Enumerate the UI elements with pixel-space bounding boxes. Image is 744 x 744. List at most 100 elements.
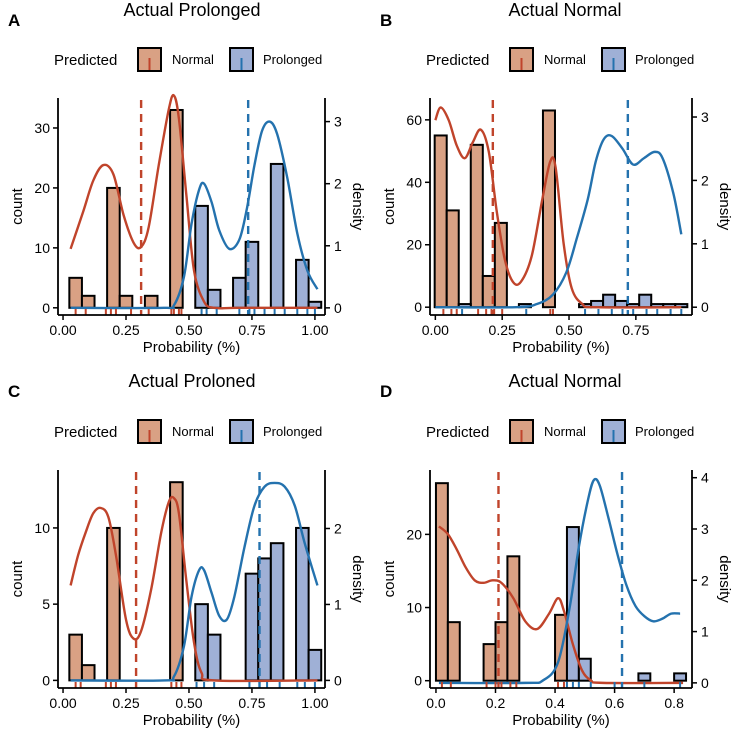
x-tick-label: 0.75	[622, 322, 649, 338]
bar-normal	[68, 633, 83, 682]
y2-tick-label: 2	[334, 176, 342, 192]
y-axis-label: count	[381, 560, 398, 598]
y2-tick-label: 3	[701, 521, 709, 537]
x-tick-label: 1.00	[301, 695, 328, 711]
density-curve-prolonged	[435, 134, 683, 309]
density-curve-normal	[438, 525, 684, 685]
panel-b: B Actual Normal Predicted Normal Prolonged 0.…	[380, 0, 733, 356]
legend-key-prolonged	[601, 419, 626, 444]
y2-tick-label: 3	[334, 114, 342, 130]
x-axis-label: Probability (%)	[512, 339, 610, 356]
y2-tick-label: 1	[701, 236, 709, 252]
y2-tick-label: 2	[701, 572, 709, 588]
bar-normal	[506, 555, 521, 682]
x-tick-label: 0.2	[486, 695, 506, 711]
bar-normal	[469, 143, 484, 309]
legend-label-prolonged: Prolonged	[263, 52, 322, 67]
y-tick-label: 10	[34, 520, 50, 536]
bar-prolonged	[206, 288, 222, 309]
legend-key-prolonged	[229, 419, 254, 444]
bar-prolonged	[565, 526, 580, 682]
chart-title: Actual Proloned	[128, 371, 255, 391]
y-axis-label: count	[381, 187, 398, 225]
y2-tick-label: 1	[334, 596, 342, 612]
legend-label-normal: Normal	[172, 52, 214, 67]
x-tick-label: 0.75	[238, 322, 265, 338]
x-axis-label: Probability (%)	[143, 339, 241, 356]
bar-prolonged	[232, 276, 247, 309]
x-tick-label: 0.25	[112, 322, 139, 338]
legend-title: Predicted	[54, 52, 117, 69]
chart-title: Actual Normal	[508, 371, 621, 391]
density-curve-normal	[434, 106, 682, 309]
panel-letter: A	[8, 11, 20, 30]
bar-normal	[433, 134, 448, 309]
y-tick-label: 40	[406, 174, 422, 190]
density-curve-prolonged	[438, 477, 681, 685]
y-tick-label: 0	[42, 672, 50, 688]
x-tick-label: 0.50	[175, 322, 202, 338]
bar-normal	[106, 526, 121, 682]
bar-prolonged	[307, 648, 323, 682]
panel-letter: C	[8, 382, 20, 401]
legend: Predicted Normal Prolonged	[426, 419, 694, 444]
legend-label-normal: Normal	[172, 424, 214, 439]
x-tick-label: 0.00	[49, 695, 76, 711]
x-tick-label: 0.4	[545, 695, 565, 711]
y2-tick-label: 4	[701, 470, 709, 486]
x-tick-label: 0.8	[664, 695, 684, 711]
bar-prolonged	[602, 293, 617, 309]
x-tick-label: 0.25	[112, 695, 139, 711]
panel-d: D Actual Normal Predicted Normal Prolonged 0.…	[380, 371, 733, 729]
y2-tick-label: 3	[701, 109, 709, 125]
y-axis-label: count	[9, 187, 26, 225]
legend-label-prolonged: Prolonged	[635, 52, 694, 67]
bar-prolonged	[269, 162, 285, 309]
bar-normal	[445, 209, 460, 309]
legend-key-normal	[137, 419, 162, 444]
y-tick-label: 20	[406, 526, 422, 542]
bar-prolonged	[673, 672, 688, 682]
legend-title: Predicted	[54, 424, 117, 441]
bar-prolonged	[194, 603, 209, 682]
y-axis-label: count	[9, 560, 26, 598]
y2-axis-label: density	[716, 183, 733, 231]
bars	[68, 481, 323, 682]
legend-label-normal: Normal	[544, 424, 586, 439]
chart-title: Actual Prolonged	[123, 0, 260, 20]
legend: Predicted Normal Prolonged	[426, 47, 694, 72]
y-tick-label: 20	[34, 180, 50, 196]
x-tick-label: 0.25	[489, 322, 516, 338]
y2-axis-label: density	[349, 183, 366, 231]
legend-title: Predicted	[426, 424, 489, 441]
legend-key-normal	[509, 47, 534, 72]
y2-tick-label: 0	[701, 299, 709, 315]
y2-tick-label: 1	[334, 238, 342, 254]
legend-title: Predicted	[426, 52, 489, 69]
bar-prolonged	[577, 657, 592, 682]
density-curve-normal	[69, 495, 318, 683]
bar-normal	[80, 664, 96, 682]
panel-a: A Actual Prolonged Predicted Normal Prolonge…	[8, 0, 366, 356]
x-tick-label: 0.50	[555, 322, 582, 338]
legend: Predicted Normal Prolonged	[54, 47, 322, 72]
legend-key-normal	[509, 419, 534, 444]
panel-letter: D	[380, 382, 392, 401]
density-curve-prolonged	[70, 481, 319, 682]
legend-key-prolonged	[229, 47, 254, 72]
y2-tick-label: 0	[334, 672, 342, 688]
bar-normal	[434, 482, 449, 682]
bar-normal	[482, 643, 497, 682]
y2-tick-label: 2	[334, 520, 342, 536]
y2-tick-label: 0	[701, 675, 709, 691]
density-curve-normal	[69, 93, 318, 310]
y-tick-label: 10	[34, 240, 50, 256]
bar-normal	[106, 186, 121, 309]
legend-label-normal: Normal	[544, 52, 586, 67]
y2-axis-label: density	[716, 555, 733, 603]
legend-label-prolonged: Prolonged	[635, 424, 694, 439]
bar-prolonged	[269, 542, 285, 682]
bar-prolonged	[244, 572, 260, 682]
bar-prolonged	[206, 633, 222, 682]
